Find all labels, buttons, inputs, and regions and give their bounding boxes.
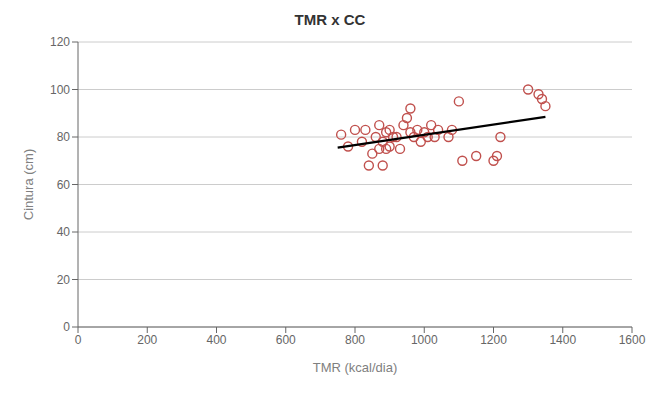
svg-text:0: 0 xyxy=(75,333,82,347)
svg-text:80: 80 xyxy=(57,130,71,144)
svg-text:600: 600 xyxy=(276,333,296,347)
svg-text:1600: 1600 xyxy=(619,333,646,347)
svg-text:20: 20 xyxy=(57,273,71,287)
svg-text:Cintura (cm): Cintura (cm) xyxy=(21,149,36,221)
html-text:TMR x CC: TMR x CC xyxy=(294,11,366,28)
svg-text:60: 60 xyxy=(57,178,71,192)
svg-text:200: 200 xyxy=(137,333,157,347)
svg-text:400: 400 xyxy=(206,333,226,347)
svg-text:0: 0 xyxy=(63,320,70,334)
svg-text:TMR (kcal/dia): TMR (kcal/dia) xyxy=(313,360,398,375)
svg-text:1200: 1200 xyxy=(480,333,507,347)
svg-text:1400: 1400 xyxy=(549,333,576,347)
svg-text:1000: 1000 xyxy=(411,333,438,347)
svg-text:120: 120 xyxy=(50,35,70,49)
svg-text:100: 100 xyxy=(50,83,70,97)
svg-text:800: 800 xyxy=(345,333,365,347)
svg-text:40: 40 xyxy=(57,225,71,239)
